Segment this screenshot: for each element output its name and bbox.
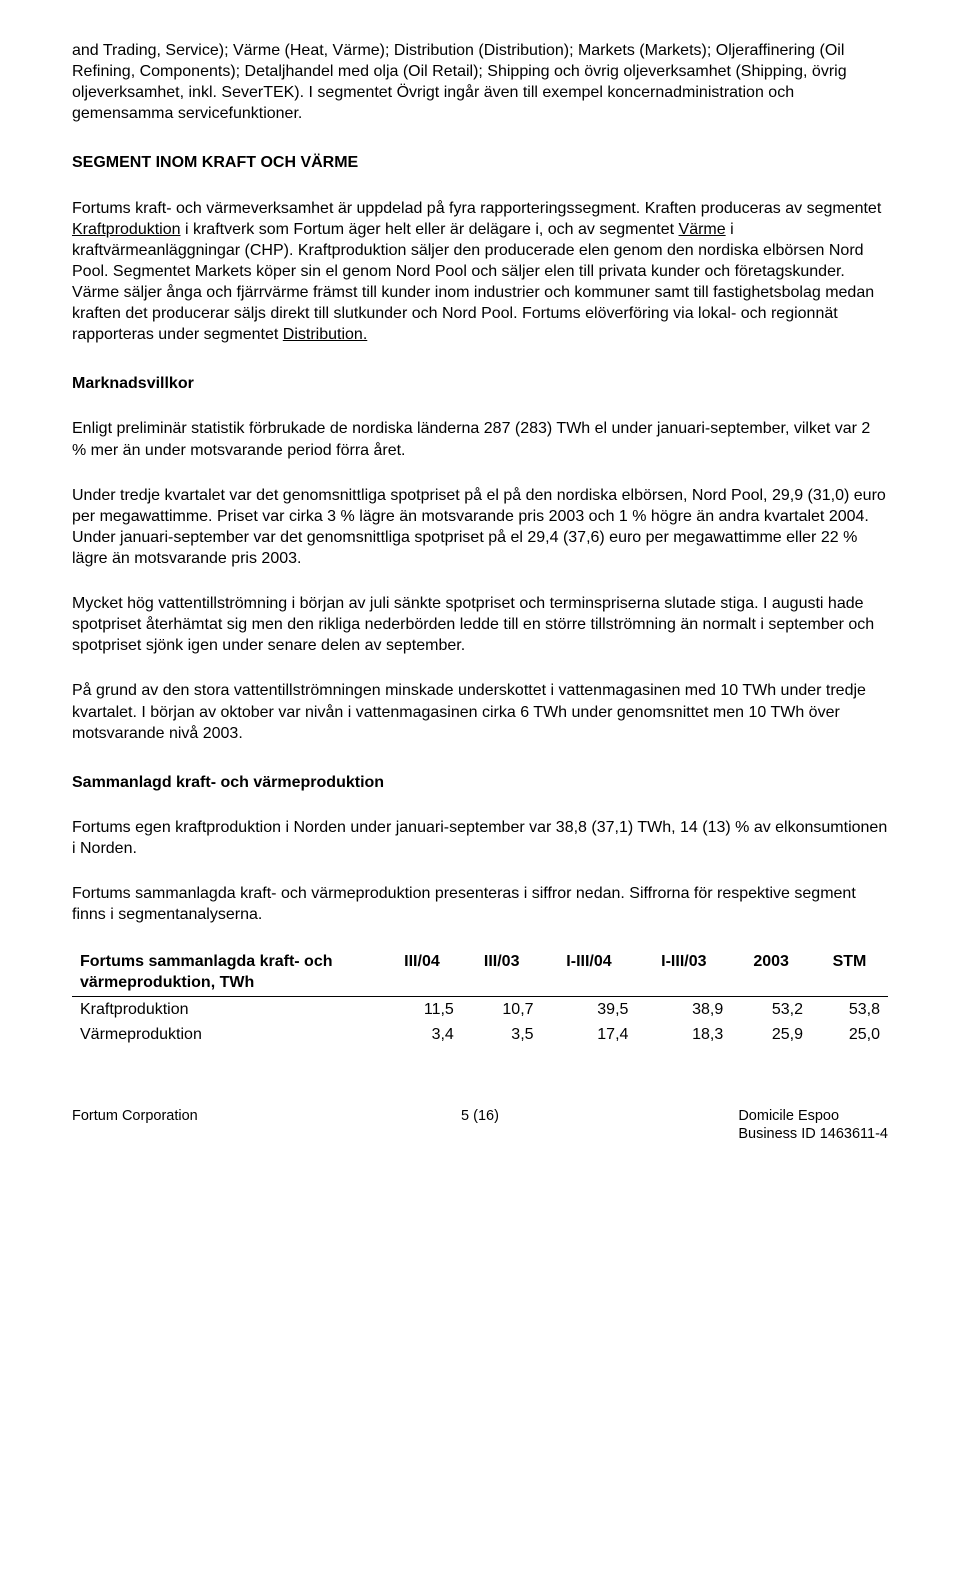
row-0-val-1: 10,7 (462, 996, 542, 1022)
row-0-val-0: 11,5 (382, 996, 462, 1022)
heading-marknadsvillkor: Marknadsvillkor (72, 373, 888, 394)
paragraph-6: På grund av den stora vattentillströmnin… (72, 680, 888, 743)
table-col-5: STM (811, 949, 888, 996)
production-table: Fortums sammanlagda kraft- och värmeprod… (72, 949, 888, 1046)
p2-underline-kraftproduktion: Kraftproduktion (72, 221, 181, 238)
heading-segment: SEGMENT INOM KRAFT OCH VÄRME (72, 152, 888, 173)
footer-business-id: Business ID 1463611-4 (738, 1125, 888, 1143)
table-col-4: 2003 (731, 949, 811, 996)
footer-domicile: Domicile Espoo (738, 1107, 888, 1125)
p2-underline-distribution: Distribution. (283, 326, 367, 343)
row-0-val-5: 53,8 (811, 996, 888, 1022)
row-1-val-5: 25,0 (811, 1022, 888, 1047)
row-0-label: Kraftproduktion (72, 996, 382, 1022)
page-footer: Fortum Corporation 5 (16) Domicile Espoo… (72, 1107, 888, 1126)
p2-part-a: Fortums kraft- och värmeverksamhet är up… (72, 200, 881, 217)
table-col-3: I-III/03 (636, 949, 731, 996)
footer-right-block: Domicile Espoo Business ID 1463611-4 (738, 1107, 888, 1143)
p2-part-c: i kraftvärmeanläggningar (CHP). Kraftpro… (72, 221, 874, 344)
row-1-label: Värmeproduktion (72, 1022, 382, 1047)
row-1-val-1: 3,5 (462, 1022, 542, 1047)
table-row: Värmeproduktion 3,4 3,5 17,4 18,3 25,9 2… (72, 1022, 888, 1047)
p2-underline-varme: Värme (679, 221, 726, 238)
paragraph-4: Under tredje kvartalet var det genomsnit… (72, 485, 888, 569)
paragraph-3: Enligt preliminär statistik förbrukade d… (72, 418, 888, 460)
paragraph-2: Fortums kraft- och värmeverksamhet är up… (72, 198, 888, 346)
table-col-0: III/04 (382, 949, 462, 996)
paragraph-7: Fortums egen kraftproduktion i Norden un… (72, 817, 888, 859)
paragraph-8: Fortums sammanlagda kraft- och värmeprod… (72, 883, 888, 925)
table-header-label: Fortums sammanlagda kraft- och värmeprod… (72, 949, 382, 996)
row-0-val-4: 53,2 (731, 996, 811, 1022)
footer-company: Fortum Corporation (72, 1107, 198, 1126)
paragraph-5: Mycket hög vattentillströmning i början … (72, 593, 888, 656)
table-col-1: III/03 (462, 949, 542, 996)
heading-sammanlagd: Sammanlagd kraft- och värmeproduktion (72, 772, 888, 793)
row-1-val-3: 18,3 (636, 1022, 731, 1047)
row-1-val-4: 25,9 (731, 1022, 811, 1047)
table-col-2: I-III/04 (542, 949, 637, 996)
paragraph-1: and Trading, Service); Värme (Heat, Värm… (72, 40, 888, 124)
row-0-val-3: 38,9 (636, 996, 731, 1022)
table-row: Kraftproduktion 11,5 10,7 39,5 38,9 53,2… (72, 996, 888, 1022)
row-0-val-2: 39,5 (542, 996, 637, 1022)
p2-part-b: i kraftverk som Fortum äger helt eller ä… (181, 221, 679, 238)
row-1-val-0: 3,4 (382, 1022, 462, 1047)
table-header-row: Fortums sammanlagda kraft- och värmeprod… (72, 949, 888, 996)
row-1-val-2: 17,4 (542, 1022, 637, 1047)
